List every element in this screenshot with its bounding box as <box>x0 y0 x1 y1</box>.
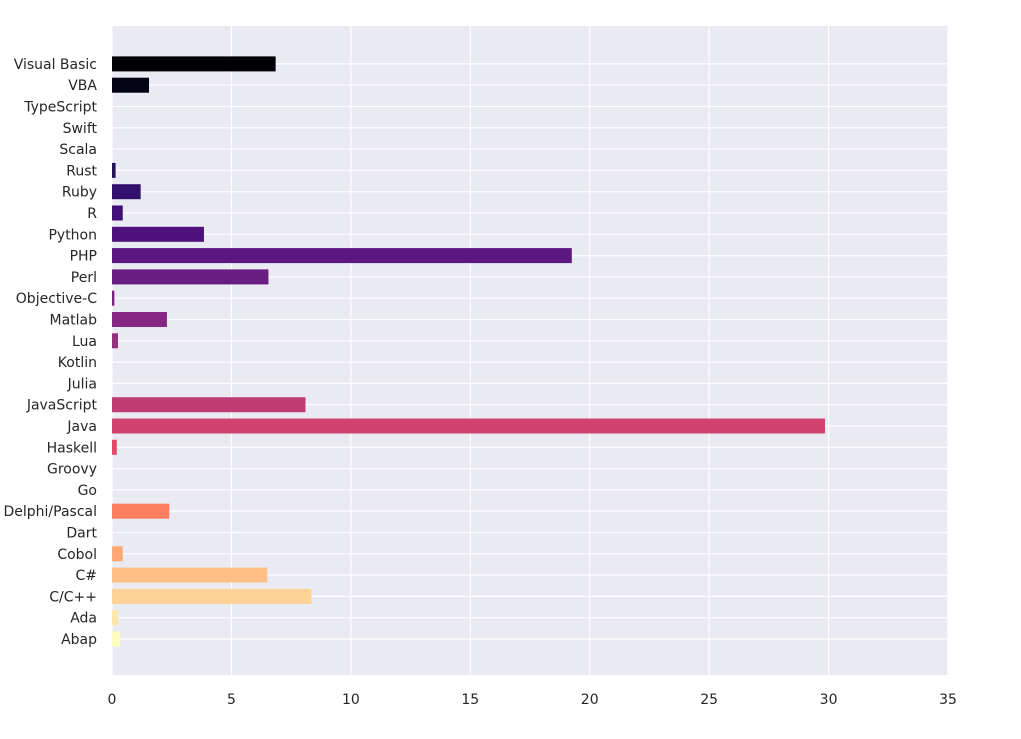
y-tick-label: Kotlin <box>58 355 97 371</box>
bar-python <box>112 226 204 242</box>
x-tick-label: 20 <box>581 692 599 708</box>
x-tick-label: 35 <box>939 692 957 708</box>
bar-ada <box>112 610 118 626</box>
y-tick-label: Java <box>66 419 97 435</box>
y-tick-label: R <box>87 206 97 222</box>
y-tick-label: Delphi/Pascal <box>3 504 97 520</box>
bar-haskell <box>112 439 117 455</box>
y-tick-label: Python <box>48 227 97 243</box>
x-tick-label: 0 <box>108 692 117 708</box>
y-tick-label: Scala <box>59 142 97 158</box>
plot-area <box>112 26 948 675</box>
y-tick-label: Visual Basic <box>14 57 97 73</box>
bar-c- <box>112 567 268 583</box>
bar-vba <box>112 77 150 93</box>
y-tick-labels: Abap Ada C/C++ C# Cobol Dart Delphi/Pascal Go Gr… <box>3 57 97 648</box>
bar-java <box>112 418 825 434</box>
bar-abap <box>112 631 121 647</box>
bar-php <box>112 248 572 264</box>
y-tick-label: Cobol <box>57 547 97 563</box>
y-tick-label: Perl <box>71 270 97 286</box>
bar-ruby <box>112 184 141 200</box>
x-tick-label: 30 <box>820 692 838 708</box>
bar-cobol <box>112 546 123 562</box>
bars <box>112 56 825 647</box>
y-tick-label: C# <box>75 568 97 584</box>
y-tick-label: Lua <box>72 334 97 350</box>
bar-rust <box>112 162 116 178</box>
y-tick-label: C/C++ <box>49 589 97 605</box>
x-tick-label: 5 <box>227 692 236 708</box>
y-tick-label: JavaScript <box>26 398 98 414</box>
y-tick-label: Swift <box>63 121 98 137</box>
bar-javascript <box>112 397 306 413</box>
y-tick-label: Abap <box>61 632 97 648</box>
y-tick-label: VBA <box>68 78 97 94</box>
bar-r <box>112 205 123 221</box>
x-tick-label: 25 <box>700 692 718 708</box>
y-tick-label: Ruby <box>62 185 97 201</box>
bar-visual-basic <box>112 56 276 72</box>
y-tick-label: Julia <box>67 376 97 392</box>
y-tick-label: Rust <box>66 163 97 179</box>
x-tick-labels: 0 5 10 15 20 25 30 35 <box>108 692 957 708</box>
y-tick-label: Objective-C <box>16 291 97 307</box>
y-tick-label: Dart <box>66 526 97 542</box>
bar-objective-c <box>112 290 115 306</box>
y-tick-label: Groovy <box>47 462 97 478</box>
y-tick-label: Haskell <box>47 440 97 456</box>
bar-delphi-pascal <box>112 503 170 519</box>
bar-lua <box>112 333 118 349</box>
bar-c-c- <box>112 588 312 604</box>
y-tick-label: TypeScript <box>23 100 97 116</box>
y-tick-label: PHP <box>70 249 97 265</box>
y-tick-label: Matlab <box>49 313 97 329</box>
y-tick-label: Go <box>78 483 97 499</box>
x-tick-label: 10 <box>342 692 360 708</box>
x-tick-label: 15 <box>461 692 479 708</box>
bar-perl <box>112 269 269 285</box>
y-tick-label: Ada <box>70 611 97 627</box>
bar-matlab <box>112 312 167 327</box>
